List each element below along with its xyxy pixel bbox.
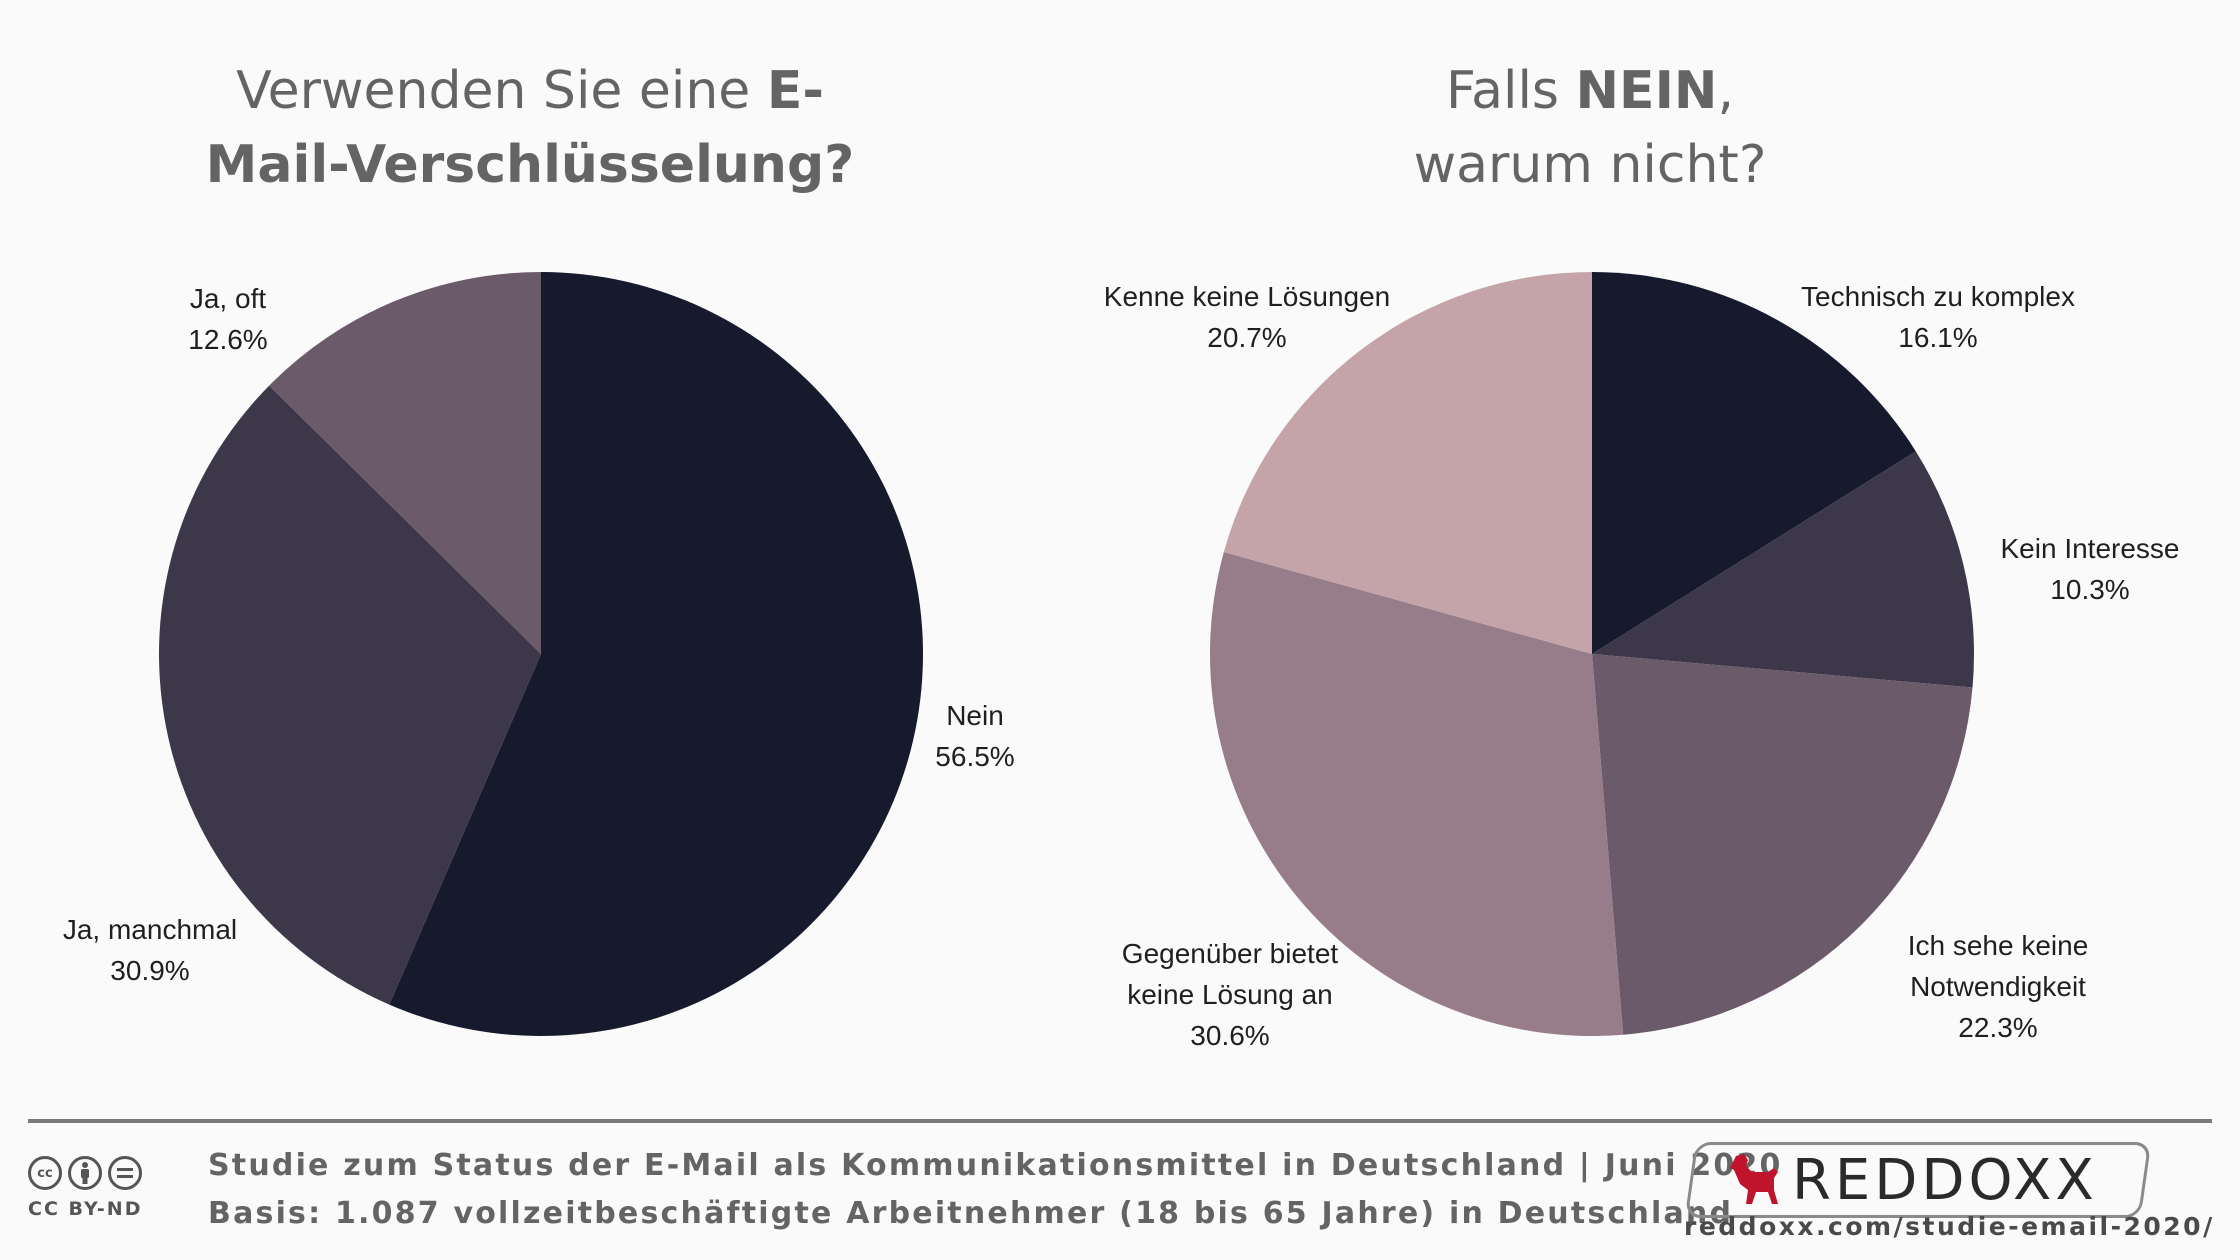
chart-title-right-bold: NEIN	[1575, 61, 1718, 121]
chart-title-right-normal-2: ,	[1717, 61, 1734, 121]
pie-label-right-4: Kenne keine Lösungen 20.7%	[1104, 281, 1390, 353]
dog-logo-icon	[1730, 1154, 1778, 1204]
chart-title-left-bold-1: E-	[766, 61, 824, 121]
no-derivatives-icon	[108, 1156, 142, 1190]
pie-label-right-2: Ich sehe keine Notwendigkeit 22.3%	[1908, 930, 2089, 1043]
chart-title-right-normal-1: Falls	[1446, 61, 1576, 121]
chart-title-left-normal: Verwenden Sie eine	[236, 61, 767, 121]
pie-label-right-0: Technisch zu komplex 16.1%	[1801, 281, 2075, 353]
cc-license[interactable]: cc CC BY-ND	[28, 1156, 158, 1220]
pie-label-left-0: Nein 56.5%	[935, 700, 1014, 772]
study-caption: Studie zum Status der E-Mail als Kommuni…	[208, 1148, 1783, 1183]
chart-title-right-line2: warum nicht?	[1413, 135, 1767, 195]
pie-chart-left: Nein 56.5% Ja, manchmal 30.9% Ja, oft 12.6%	[63, 272, 1015, 1036]
pie-slice-right-3	[1210, 552, 1624, 1036]
brand-url-link[interactable]: reddoxx.com/studie-email-2020/	[1684, 1212, 2215, 1241]
brand-name[interactable]: REDDOXX	[1792, 1148, 2098, 1213]
pie-slice-right-0	[1592, 272, 1916, 654]
pie-label-left-1: Ja, manchmal 30.9%	[63, 914, 237, 986]
cc-icon: cc	[28, 1156, 62, 1190]
basis-caption: Basis: 1.087 vollzeitbeschäftigte Arbeit…	[208, 1196, 1734, 1231]
pie-slice-left-1	[158, 385, 541, 1005]
pie-slice-left-0	[389, 272, 923, 1036]
pie-charts: Nein 56.5% Ja, manchmal 30.9% Ja, oft 12.6% T…	[63, 272, 2180, 1051]
pie-slice-right-4	[1223, 272, 1592, 654]
pie-slice-right-2	[1592, 654, 1973, 1035]
pie-label-right-3: Gegenüber bietet keine Lösung an 30.6%	[1122, 938, 1339, 1051]
pie-slice-right-1	[1592, 451, 1974, 688]
pie-slice-left-2	[269, 272, 541, 654]
footer-divider	[28, 1119, 2212, 1123]
chart-title-right: Falls NEIN, warum nicht?	[1190, 54, 1990, 202]
chart-title-left-bold-2: Mail-Verschlüsselung?	[205, 135, 855, 195]
pie-chart-right: Technisch zu komplex 16.1% Kein Interesse 1…	[1104, 272, 2180, 1051]
cc-license-label: CC BY-ND	[28, 1198, 143, 1220]
attribution-icon	[68, 1156, 102, 1190]
pie-label-left-2: Ja, oft 12.6%	[188, 283, 267, 355]
pie-label-right-1: Kein Interesse 10.3%	[2001, 533, 2180, 605]
chart-title-left: Verwenden Sie eine E- Mail-Verschlüsselu…	[130, 54, 930, 202]
